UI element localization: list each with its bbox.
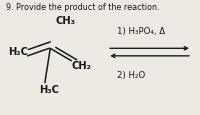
Text: 2) H₂O: 2) H₂O xyxy=(117,70,145,79)
Text: 9. Provide the product of the reaction.: 9. Provide the product of the reaction. xyxy=(6,3,159,12)
Text: CH₃: CH₃ xyxy=(55,16,75,26)
Text: H₃C: H₃C xyxy=(39,85,59,95)
Text: 1) H₃PO₄, Δ: 1) H₃PO₄, Δ xyxy=(117,27,165,36)
Text: CH₂: CH₂ xyxy=(72,60,92,70)
Text: H₂C: H₂C xyxy=(8,46,28,56)
